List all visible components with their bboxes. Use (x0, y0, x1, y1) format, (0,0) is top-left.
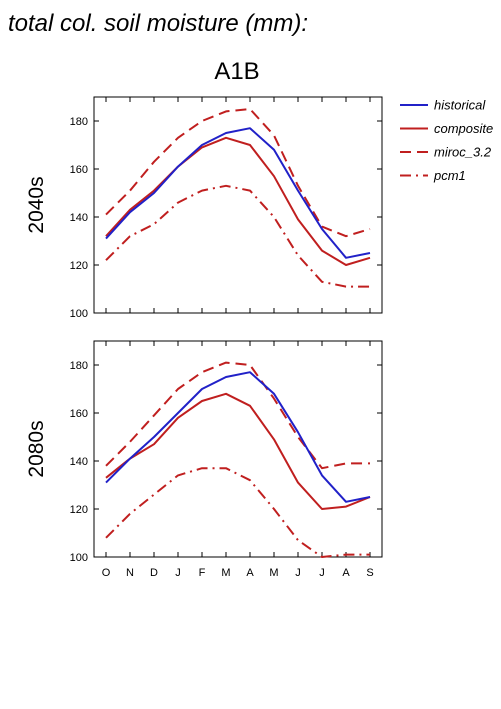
x-tick-label: N (126, 567, 134, 579)
panel-2080s: 100 120 140 160 180 O N D J F M A M J J A S 2080s (25, 340, 383, 579)
x-tick-label: D (150, 567, 158, 579)
series-line-historical (105, 127, 371, 259)
y-tick-label: 160 (70, 164, 88, 176)
y-tick-label: 120 (70, 504, 88, 516)
y-tick-label: 140 (70, 456, 88, 468)
legend-label: historical (434, 98, 486, 113)
row-label: 2080s (25, 420, 48, 477)
y-tick-label: 180 (70, 360, 88, 372)
x-tick-label: J (175, 567, 181, 579)
panels: 100 120 140 160 180 2040s 100 120 140 160 180 O N D J F… (25, 96, 383, 579)
series-line-miroc-3-2 (105, 108, 371, 238)
x-tick-label: S (366, 567, 373, 579)
legend-label: composite (434, 121, 493, 136)
x-tick-label: M (221, 567, 230, 579)
row-label: 2040s (25, 176, 48, 233)
legend-label: miroc_3.2 (434, 145, 492, 160)
y-tick-label: 100 (70, 552, 88, 564)
plot-frame (93, 340, 383, 558)
x-tick-label: F (199, 567, 206, 579)
x-tick-label: O (102, 567, 111, 579)
figure-title: total col. soil moisture (mm): (8, 10, 308, 37)
legend: historical composite miroc_3.2 pcm1 (400, 98, 493, 183)
series-line-miroc-3-2 (105, 361, 370, 470)
panel-2040s: 100 120 140 160 180 2040s (25, 96, 383, 320)
x-tick-label: J (319, 567, 325, 579)
series-line-composite (105, 392, 371, 510)
scenario-title: A1B (214, 58, 259, 85)
y-tick-label: 140 (70, 212, 88, 224)
series-line-pcm1 (105, 184, 370, 288)
x-tick-label: A (342, 567, 350, 579)
x-tick-label: A (246, 567, 254, 579)
y-tick-label: 120 (70, 260, 88, 272)
series-line-pcm1 (105, 467, 370, 558)
plot-frame (93, 96, 383, 314)
y-tick-label: 100 (70, 308, 88, 320)
series-line-historical (105, 371, 371, 503)
y-tick-label: 180 (70, 116, 88, 128)
x-tick-label: M (269, 567, 278, 579)
y-tick-label: 160 (70, 408, 88, 420)
x-tick-label: J (295, 567, 301, 579)
legend-label: pcm1 (433, 168, 466, 183)
series-line-composite (105, 136, 371, 266)
